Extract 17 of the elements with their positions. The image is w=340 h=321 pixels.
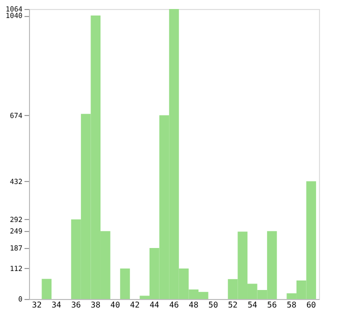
x-tick-label: 60: [306, 300, 316, 310]
bar: [42, 278, 52, 299]
x-tick-label: 42: [130, 300, 140, 310]
x-tick-label: 36: [71, 300, 82, 310]
x-tick-label: 38: [90, 300, 101, 310]
x-tick-label: 58: [286, 300, 297, 310]
x-tick-label: 50: [208, 300, 218, 310]
x-tick-label: 40: [110, 300, 120, 310]
x-tick-label: 48: [188, 300, 199, 310]
x-tick-label: 34: [52, 300, 62, 310]
x-tick-label: 46: [169, 300, 179, 310]
bar: [120, 268, 130, 299]
x-tick-label: 54: [248, 300, 258, 310]
x-tick-label: 32: [32, 300, 42, 310]
x-tick-label: 52: [228, 300, 238, 310]
x-tick-label: 44: [150, 300, 160, 310]
x-tick-label: 56: [267, 300, 277, 310]
